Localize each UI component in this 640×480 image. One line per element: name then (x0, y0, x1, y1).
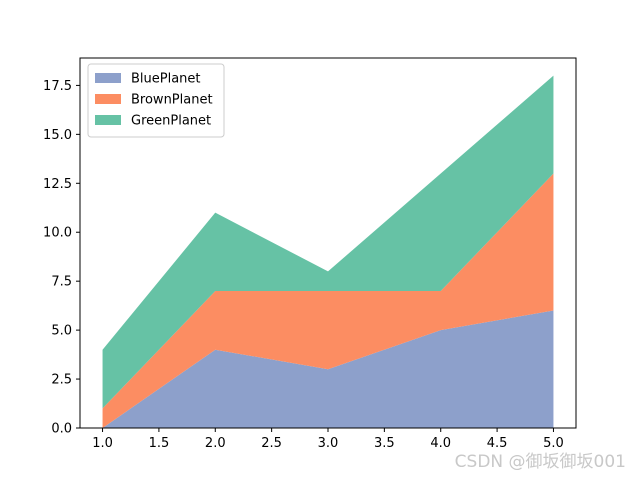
y-tick-label: 12.5 (43, 177, 72, 192)
legend-box (87, 63, 225, 138)
x-tick-label: 2.5 (261, 436, 282, 451)
x-tick-label: 4.5 (487, 436, 508, 451)
legend-swatch-greenplanet (95, 115, 121, 125)
y-axis: 0.0 2.5 5.0 7.5 10.0 12.5 15.0 17.5 (43, 79, 80, 437)
legend-label-brownplanet: BrownPlanet (131, 93, 213, 108)
legend-swatch-brownplanet (95, 94, 121, 104)
x-tick-label: 3.5 (374, 436, 395, 451)
x-tick-label: 3.0 (318, 436, 339, 451)
legend-label-blueplanet: BluePlanet (131, 72, 201, 87)
x-tick-label: 4.0 (430, 436, 451, 451)
area-brownplanet (102, 173, 554, 428)
x-tick-label: 5.0 (543, 436, 564, 451)
x-tick-label: 1.0 (92, 436, 113, 451)
area-greenplanet (102, 75, 554, 409)
x-tick-label: 1.5 (149, 436, 170, 451)
x-tick-label: 2.0 (205, 436, 226, 451)
y-tick-label: 15.0 (43, 128, 72, 143)
x-axis: 1.0 1.5 2.0 2.5 3.0 3.5 4.0 4.5 5.0 (92, 428, 564, 451)
area-layers (102, 75, 554, 428)
y-tick-label: 10.0 (43, 226, 72, 241)
watermark-text: CSDN @御坂御坂001 (454, 452, 626, 472)
y-tick-label: 7.5 (51, 275, 72, 290)
legend: BluePlanet BrownPlanet GreenPlanet (87, 63, 225, 138)
area-blueplanet (102, 310, 554, 428)
legend-label-greenplanet: GreenPlanet (131, 114, 211, 129)
legend-swatch-blueplanet (95, 73, 121, 83)
y-tick-label: 17.5 (43, 79, 72, 94)
y-tick-label: 5.0 (51, 324, 72, 339)
y-tick-label: 0.0 (51, 422, 72, 437)
y-tick-label: 2.5 (51, 373, 72, 388)
